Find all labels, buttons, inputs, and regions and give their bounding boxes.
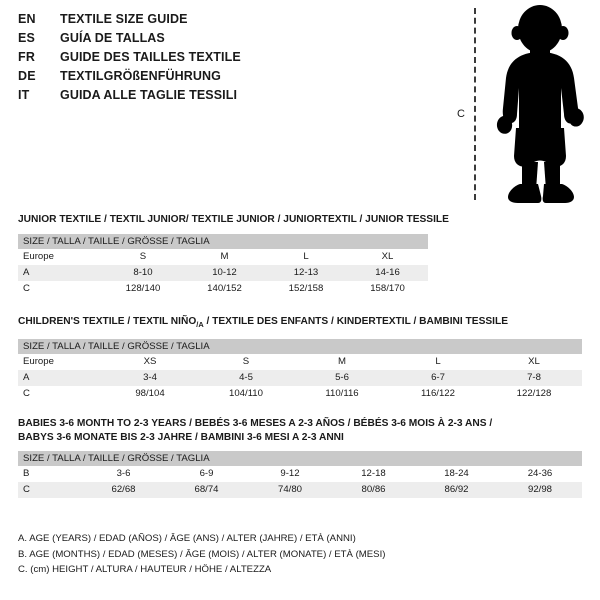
cell: 104/110 (198, 385, 294, 402)
section-junior: JUNIOR TEXTILE / TEXTIL JUNIOR/ TEXTILE … (18, 213, 449, 297)
cell: S (102, 248, 184, 265)
language-title-block: EN TEXTILE SIZE GUIDE ES GUÍA DE TALLAS … (18, 12, 438, 107)
cell: 18-24 (415, 466, 498, 482)
section-title-babies-line2: BABYS 3-6 MONATE BIS 2-3 JAHRE / BAMBINI… (18, 431, 344, 443)
cell: 128/140 (102, 280, 184, 297)
cell: 158/170 (347, 280, 429, 297)
cell: 152/158 (265, 280, 347, 297)
table-row: Europe S M L XL (18, 248, 429, 265)
row-label: B (18, 466, 82, 482)
band-label: SIZE / TALLA / TAILLE / GRÖSSE / TAGLIA (18, 451, 582, 466)
cell: 6-9 (165, 466, 248, 482)
cell: 7-8 (486, 369, 582, 386)
cell: 12-18 (332, 466, 415, 482)
table-row: C 62/68 68/74 74/80 80/86 86/92 92/98 (18, 482, 582, 498)
language-code: ES (18, 31, 36, 45)
cell: 98/104 (102, 385, 198, 402)
legend-line-a: A. AGE (YEARS) / EDAD (AÑOS) / ÂGE (ANS)… (18, 533, 356, 544)
cell: 68/74 (165, 482, 248, 498)
cell: 116/122 (390, 385, 486, 402)
section-title-children: CHILDREN'S TEXTILE / TEXTIL NIÑO/A / TEX… (18, 315, 582, 332)
language-code: FR (18, 50, 36, 64)
children-size-table: SIZE / TALLA / TAILLE / GRÖSSE / TAGLIA … (18, 338, 582, 402)
section-title-babies-line1: BABIES 3-6 MONTH TO 2-3 YEARS / BEBÉS 3-… (18, 418, 493, 429)
cell: 80/86 (332, 482, 415, 498)
cell: XS (102, 353, 198, 370)
table-row: A 3-4 4-5 5-6 6-7 7-8 (18, 369, 582, 386)
table-band-header: SIZE / TALLA / TAILLE / GRÖSSE / TAGLIA (18, 338, 582, 354)
table-row: C 98/104 104/110 110/116 116/122 122/128 (18, 385, 582, 402)
section-title-babies: BABIES 3-6 MONTH TO 2-3 YEARS / BEBÉS 3-… (18, 417, 582, 444)
height-measure-dashed-line (474, 8, 476, 200)
language-title: GUIDA ALLE TAGLIE TESSILI (60, 88, 238, 102)
language-row: FR GUIDE DES TAILLES TEXTILE (18, 50, 438, 69)
cell: M (294, 353, 390, 370)
cell: 62/68 (82, 482, 165, 498)
language-title: TEXTILE SIZE GUIDE (60, 12, 188, 26)
legend-line-c: C. (cm) HEIGHT / ALTURA / HAUTEUR / HÖHE… (18, 564, 272, 575)
cell: 12-13 (265, 264, 347, 281)
legend-block: A. AGE (YEARS) / EDAD (AÑOS) / ÂGE (ANS)… (18, 531, 448, 578)
cell: 24-36 (498, 466, 582, 482)
cell: 110/116 (294, 385, 390, 402)
language-title: GUÍA DE TALLAS (60, 31, 165, 45)
table-row: C 128/140 140/152 152/158 158/170 (18, 280, 429, 297)
cell: 9-12 (248, 466, 332, 482)
language-row: EN TEXTILE SIZE GUIDE (18, 12, 438, 31)
cell: 92/98 (498, 482, 582, 498)
cell: 4-5 (198, 369, 294, 386)
cell: L (390, 353, 486, 370)
cell: L (265, 248, 347, 265)
row-label: C (18, 482, 82, 498)
row-label: C (18, 280, 102, 297)
cell: XL (347, 248, 429, 265)
legend-line-b: B. AGE (MONTHS) / EDAD (MESES) / ÂGE (MO… (18, 548, 386, 560)
toddler-silhouette-icon (496, 5, 584, 203)
cell: 6-7 (390, 369, 486, 386)
table-row: B 3-6 6-9 9-12 12-18 18-24 24-36 (18, 466, 582, 482)
row-label: A (18, 369, 102, 386)
cell: 3-4 (102, 369, 198, 386)
cell: S (198, 353, 294, 370)
cell: M (184, 248, 265, 265)
language-row: DE TEXTILGRÖßENFÜHRUNG (18, 69, 438, 88)
table-row: A 8-10 10-12 12-13 14-16 (18, 264, 429, 281)
section-title-children-sub: /A (196, 320, 204, 330)
language-row: ES GUÍA DE TALLAS (18, 31, 438, 50)
height-measure-label: C (457, 108, 465, 120)
band-label: SIZE / TALLA / TAILLE / GRÖSSE / TAGLIA (18, 338, 582, 354)
junior-size-table: SIZE / TALLA / TAILLE / GRÖSSE / TAGLIA … (18, 233, 429, 297)
band-label: SIZE / TALLA / TAILLE / GRÖSSE / TAGLIA (18, 233, 429, 249)
table-row: Europe XS S M L XL (18, 353, 582, 370)
language-code: DE (18, 69, 36, 83)
cell: 14-16 (347, 264, 429, 281)
cell: 140/152 (184, 280, 265, 297)
section-title-children-post: / TEXTILE DES ENFANTS / KINDERTEXTIL / B… (203, 316, 509, 327)
cell: 5-6 (294, 369, 390, 386)
section-babies: BABIES 3-6 MONTH TO 2-3 YEARS / BEBÉS 3-… (18, 417, 582, 498)
section-children: CHILDREN'S TEXTILE / TEXTIL NIÑO/A / TEX… (18, 315, 582, 402)
language-title: TEXTILGRÖßENFÜHRUNG (60, 69, 221, 83)
language-code: IT (18, 88, 30, 102)
language-title: GUIDE DES TAILLES TEXTILE (60, 50, 241, 64)
cell: 8-10 (102, 264, 184, 281)
table-band-header: SIZE / TALLA / TAILLE / GRÖSSE / TAGLIA (18, 233, 429, 249)
section-title-children-pre: CHILDREN'S TEXTILE / TEXTIL NIÑO (18, 316, 197, 327)
language-code: EN (18, 12, 36, 26)
table-band-header: SIZE / TALLA / TAILLE / GRÖSSE / TAGLIA (18, 451, 582, 466)
row-label: Europe (18, 353, 102, 370)
babies-size-table: SIZE / TALLA / TAILLE / GRÖSSE / TAGLIA … (18, 451, 582, 498)
row-label: C (18, 385, 102, 402)
cell: 122/128 (486, 385, 582, 402)
cell: XL (486, 353, 582, 370)
row-label: A (18, 264, 102, 281)
cell: 74/80 (248, 482, 332, 498)
cell: 3-6 (82, 466, 165, 482)
language-row: IT GUIDA ALLE TAGLIE TESSILI (18, 88, 438, 107)
cell: 86/92 (415, 482, 498, 498)
height-illustration: C (440, 0, 600, 210)
cell: 10-12 (184, 264, 265, 281)
row-label: Europe (18, 248, 102, 265)
section-title-junior: JUNIOR TEXTILE / TEXTIL JUNIOR/ TEXTILE … (18, 214, 449, 225)
